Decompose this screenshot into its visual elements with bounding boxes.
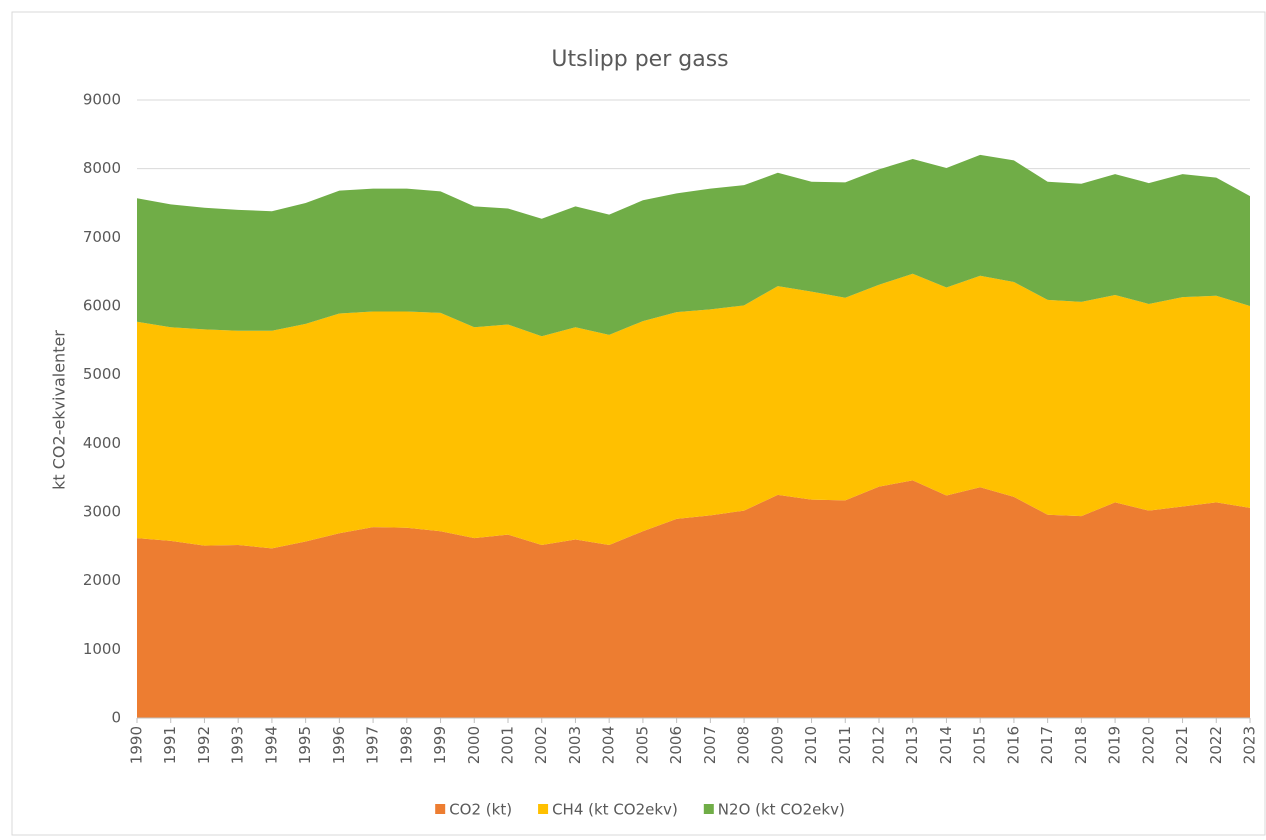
legend-label: CH4 (kt CO2ekv) [552,801,678,819]
y-axis-label: kt CO2-ekvivalenter [50,330,69,490]
x-tick-label: 2001 [499,726,517,764]
x-tick-label: 1997 [364,726,382,764]
x-tick-label: 2009 [768,726,786,764]
x-tick-label: 2021 [1173,726,1191,764]
legend-label: N2O (kt CO2ekv) [718,801,845,819]
y-tick-label: 2000 [83,571,121,589]
y-tick-label: 1000 [83,640,121,658]
legend-swatch [435,804,446,814]
area [137,480,1250,718]
y-tick-label: 6000 [83,297,121,315]
x-tick-label: 2012 [870,726,888,764]
x-tick-label: 2005 [633,726,651,764]
x-tick-label: 2023 [1241,726,1259,764]
chart-title: Utslipp per gass [551,47,728,72]
area [137,154,1250,337]
y-tick-label: 8000 [83,159,121,177]
x-tick-label: 2018 [1072,726,1090,764]
x-tick-label: 2000 [465,726,483,764]
x-tick-label: 2016 [1004,726,1022,764]
y-tick-label: 7000 [83,228,121,246]
x-tick-label: 2002 [532,726,550,764]
x-tick-label: 1992 [195,726,213,764]
y-tick-label: 9000 [83,91,121,109]
legend-label: CO2 (kt) [449,801,512,819]
legend-swatch [703,804,714,814]
area [137,273,1250,549]
x-tick-label: 2006 [667,726,685,764]
legend: CO2 (kt) CH4 (kt CO2ekv) N2O (kt CO2ekv) [435,801,845,819]
x-tick-label: 2014 [937,726,955,764]
x-tick-label: 2022 [1207,726,1225,764]
x-tick-label: 2020 [1139,726,1157,764]
x-tick-label: 2004 [600,726,618,764]
x-tick-label: 2013 [903,726,921,764]
y-tick-label: 5000 [83,365,121,383]
y-tick-label: 4000 [83,434,121,452]
x-tick-label: 2011 [836,726,854,764]
x-tick-label: 1990 [128,726,146,764]
x-tick-label: 2008 [735,726,753,764]
x-tick-label: 1994 [262,726,280,764]
x-tick-label: 1998 [397,726,415,764]
x-tick-label: 2019 [1106,726,1124,764]
legend-swatch [538,804,549,814]
x-tick-label: 2007 [701,726,719,764]
y-tick-label: 3000 [83,503,121,521]
x-tick-label: 2010 [802,726,820,764]
x-tick-label: 1991 [161,726,179,764]
x-tick-label: 1995 [296,726,314,764]
x-tick-label: 2017 [1038,726,1056,764]
x-tick-label: 1996 [330,726,348,764]
x-tick-label: 2003 [566,726,584,764]
x-tick-label: 1993 [229,726,247,764]
x-tick-label: 1999 [431,726,449,764]
y-tick-label: 0 [111,709,121,727]
x-tick-label: 2015 [971,726,989,764]
